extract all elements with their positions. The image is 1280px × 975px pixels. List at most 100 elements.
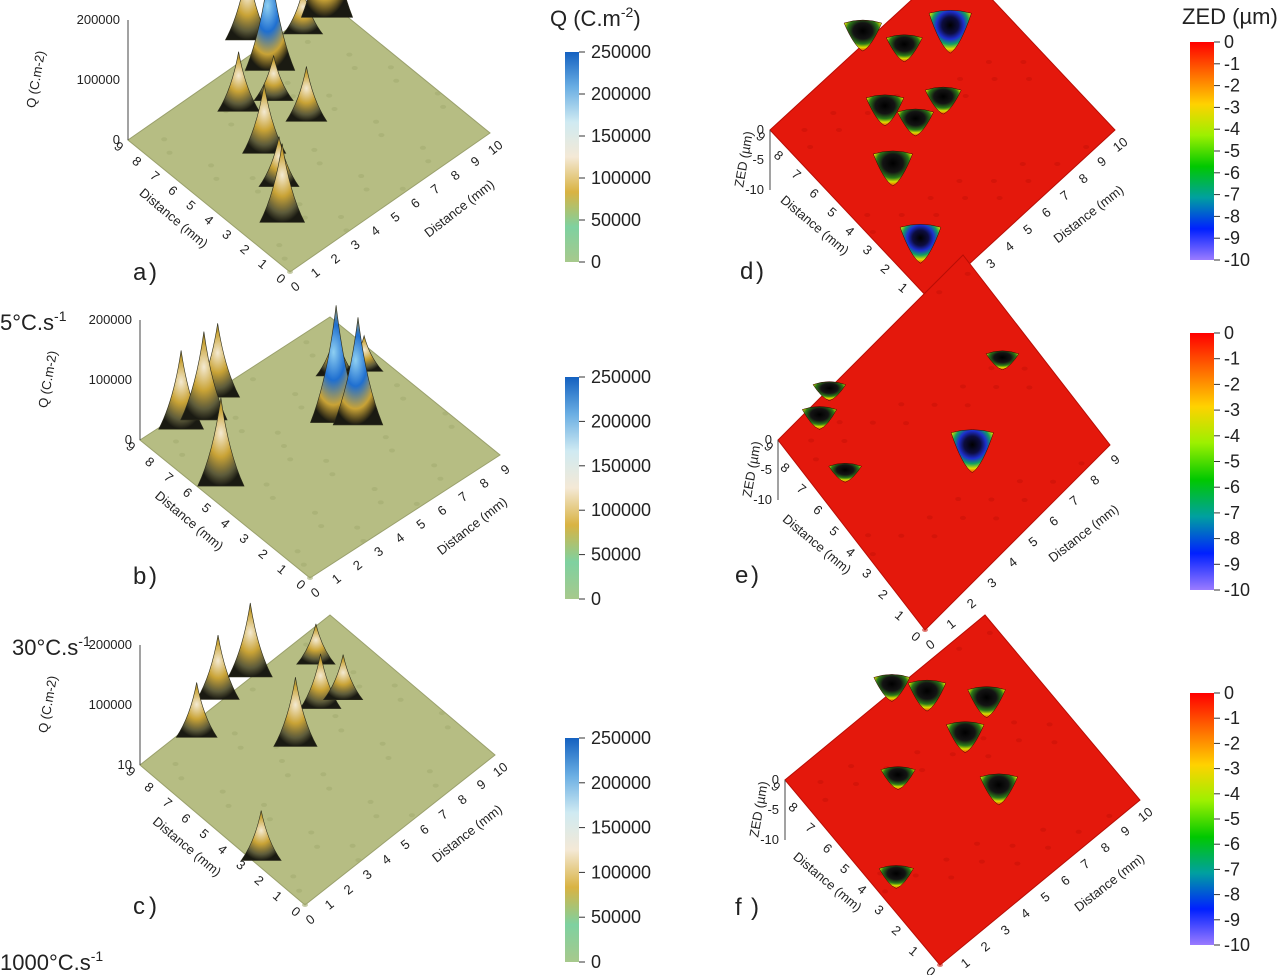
surface-texture	[161, 137, 168, 142]
y-tick-label: 0	[273, 270, 288, 286]
y-tick-label: 9	[753, 128, 768, 144]
z-tick-label: -5	[752, 152, 764, 167]
q-colorbar-tick-label: 200000	[591, 773, 651, 793]
q-peak	[175, 682, 218, 738]
zed-colorbar: 0 -1 -2 -3 -4 -5 -6 -7 -8 -9 -10	[1190, 323, 1250, 600]
surface-texture	[238, 429, 245, 434]
surface-texture	[812, 457, 819, 462]
y-tick-label: 7	[789, 166, 804, 182]
x-tick-label: 6	[1046, 513, 1061, 529]
y-tick-label: 6	[820, 840, 835, 856]
y-tick-label: 6	[180, 484, 195, 500]
q-colorbar-tick-label: 50000	[591, 210, 641, 230]
surface-texture	[301, 215, 308, 220]
surface-texture	[841, 439, 848, 443]
surface-texture	[882, 889, 889, 894]
q-colorbar-tick-label: 200000	[591, 411, 651, 431]
surface-texture	[387, 65, 394, 70]
y-tick-label: 4	[854, 881, 869, 897]
surface-texture	[1054, 162, 1061, 166]
zed-pit	[843, 19, 882, 52]
q-peak	[322, 654, 364, 701]
surface-texture	[438, 711, 445, 716]
z-tick-label: -5	[760, 462, 772, 477]
z-tick-label: 200000	[77, 12, 120, 27]
q-colorbar-tick-label: 250000	[591, 728, 651, 748]
q-peak	[197, 397, 245, 487]
surface-texture	[354, 525, 361, 530]
surface-texture	[281, 256, 288, 261]
y-tick-label: 7	[161, 469, 176, 485]
zed-surface	[784, 614, 1141, 966]
zed-colorbar-tick-label: -4	[1224, 784, 1240, 804]
zed-pit	[924, 86, 962, 115]
surface-texture	[922, 628, 928, 632]
surface-texture	[448, 424, 455, 429]
surface-texture	[351, 66, 358, 71]
surface-texture	[964, 271, 971, 276]
y-tick-label: 5	[197, 826, 212, 842]
x-tick-label: 1	[958, 955, 973, 971]
x-tick-label: 2	[341, 881, 356, 897]
y-tick-label: 5	[837, 861, 852, 877]
x-tick-label: 4	[1018, 905, 1033, 921]
q-peak	[227, 602, 273, 678]
zed-colorbar-tick-label: -6	[1224, 477, 1240, 497]
q-colorbar-rect	[565, 377, 579, 599]
zed-colorbar-tick-label: -1	[1224, 54, 1240, 74]
surface-texture	[957, 77, 964, 81]
z-tick-label: -10	[753, 492, 772, 507]
q-peak	[285, 66, 328, 122]
zed-colorbar-tick-label: -10	[1224, 935, 1250, 955]
q-title-exp: -2	[621, 4, 634, 20]
x-tick-label: 8	[1087, 472, 1102, 488]
zed-colorbar-title: ZED (µm)	[1182, 4, 1278, 29]
surface-texture	[1078, 461, 1085, 466]
surface-texture	[1009, 843, 1016, 848]
surface-texture	[974, 841, 981, 846]
surface-texture	[986, 630, 993, 635]
surface-texture	[356, 684, 363, 689]
zed-pit	[985, 350, 1020, 371]
x-tick-label: 2	[978, 938, 993, 954]
zed-colorbar-tick-label: -9	[1224, 910, 1240, 930]
x-tick-label: 3	[998, 922, 1013, 938]
x-tick-label: 10	[1110, 134, 1131, 155]
y-tick-label: 8	[778, 460, 793, 476]
y-tick-label: 5	[824, 204, 839, 220]
z-tick-label: 0	[772, 772, 779, 787]
surface-texture	[931, 402, 938, 407]
z-tick-label: 0	[765, 432, 772, 447]
panel-label-paren: )	[149, 563, 157, 590]
z-tick-label: 10	[118, 757, 132, 772]
surface-texture	[988, 366, 995, 371]
surface-texture	[948, 875, 955, 880]
y-tick-label: 2	[878, 261, 893, 277]
y-tick-label: 3	[219, 226, 234, 242]
zed-pit	[928, 9, 972, 54]
y-tick-label: 2	[256, 546, 271, 562]
surface-texture	[927, 196, 934, 200]
surface-texture	[864, 213, 871, 217]
panel-label-letter: d	[740, 258, 753, 285]
surface-texture	[1046, 722, 1053, 727]
x-tick-label: 10	[485, 137, 506, 158]
zed-colorbar-tick-label: -7	[1224, 503, 1240, 523]
x-tick-label: 9	[498, 461, 513, 477]
zed-colorbar-tick-label: -2	[1224, 733, 1240, 753]
zed-colorbar-tick-label: -5	[1224, 452, 1240, 472]
surface-texture	[281, 444, 287, 448]
surface-texture	[314, 844, 321, 849]
y-tick-label: 5	[199, 500, 214, 516]
q-colorbar-tick-label: 150000	[591, 818, 651, 838]
q-peak	[296, 623, 336, 665]
y-tick-label: 2	[237, 241, 252, 257]
surface-texture	[329, 472, 336, 477]
zed-colorbar-tick-label: -9	[1224, 228, 1240, 248]
y-tick-label: 5	[183, 197, 198, 213]
y-tick-label: 3	[860, 242, 875, 258]
